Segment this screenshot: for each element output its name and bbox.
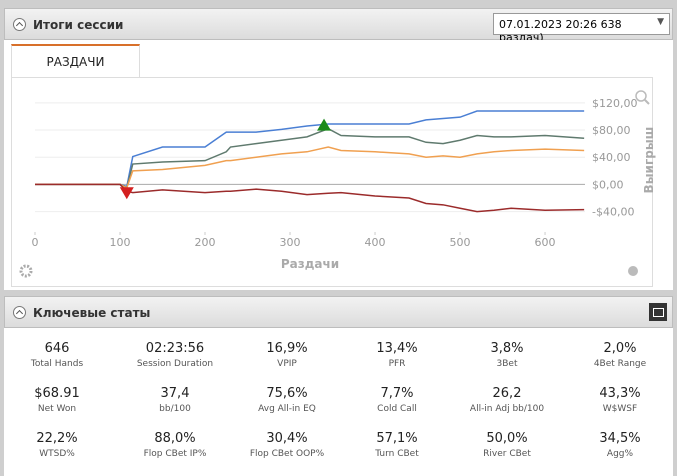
stats-header: Ключевые статы [4, 296, 673, 328]
stat-value: 7,7% [380, 386, 414, 401]
stat-label: PFR [388, 359, 406, 369]
x-tick-label: 200 [195, 236, 216, 249]
zoom-icon-handle [644, 99, 650, 105]
collapse-icon[interactable] [13, 18, 26, 31]
x-tick-label: 600 [535, 236, 556, 249]
stat-label: Turn CBet [375, 449, 419, 459]
y-tick-label: $40,00 [592, 151, 631, 164]
stat-value: 37,4 [160, 386, 190, 401]
y-tick-label: -$40,00 [592, 206, 634, 219]
series-line [35, 110, 585, 188]
stat-value: 50,0% [486, 431, 528, 446]
stat-value: 3,8% [490, 341, 524, 356]
stat-label: bb/100 [159, 404, 191, 414]
session-dropdown[interactable]: 07.01.2023 20:26 638 раздач) ▼ [493, 13, 670, 44]
chart-panel [4, 40, 673, 290]
stat-value: 34,5% [599, 431, 641, 446]
zoom-icon [635, 90, 647, 102]
stat-label: WTSD% [39, 449, 75, 459]
stat-value: 22,2% [36, 431, 78, 446]
series-line [35, 183, 585, 213]
info-icon [628, 266, 638, 276]
stat-value: 30,4% [266, 431, 308, 446]
marker [317, 118, 332, 131]
stat-label: Net Won [37, 404, 77, 414]
stat-value: 75,6% [266, 386, 308, 401]
session-header: Итоги сессии 07.01.2023 20:26 638 раздач… [4, 8, 673, 44]
x-tick-label: 400 [365, 236, 386, 249]
stat-value: $68.91 [34, 386, 80, 401]
stats-title: Ключевые статы [33, 306, 151, 320]
x-tick-label: 100 [110, 236, 131, 249]
stat-label: Cold Call [377, 404, 417, 414]
stat-value: 02:23:56 [145, 341, 205, 356]
stat-value: 13,4% [376, 341, 418, 356]
layout-icon [653, 308, 664, 317]
stat-label: All-in Adj bb/100 [469, 404, 545, 414]
y-tick-label: $80,00 [592, 124, 631, 137]
stat-value: 26,2 [492, 386, 522, 401]
stat-value: 16,9% [266, 341, 308, 356]
session-title: Итоги сессии [33, 18, 124, 32]
marker [119, 187, 134, 200]
tab-hands[interactable]: РАЗДАЧИ [11, 44, 140, 77]
chart: $120,00 $80,00 $40,00 $0,00 -$40,00 0 100 200 30… [19, 90, 656, 278]
stat-label: Total Hands [30, 359, 84, 369]
y-axis-label: Выигрыш [642, 127, 656, 194]
dropdown-arrow: ▼ [657, 17, 664, 27]
stat-label: 3Bet [496, 359, 518, 369]
stat-value: 43,3% [599, 386, 641, 401]
stat-label: 4Bet Range [593, 359, 647, 369]
stat-label: VPIP [277, 359, 297, 369]
x-tick-label: 300 [280, 236, 301, 249]
stat-label: River CBet [483, 449, 531, 459]
collapse-icon[interactable] [13, 306, 26, 319]
stat-value: 88,0% [154, 431, 196, 446]
stat-label: Agg% [606, 449, 634, 459]
chart-frame [11, 77, 653, 287]
stat-label: Avg All-in EQ [258, 404, 316, 414]
x-tick-label: 500 [450, 236, 471, 249]
stat-label: Session Duration [136, 359, 214, 369]
x-axis-label: Раздачи [281, 257, 339, 271]
series-line [35, 127, 585, 189]
stat-value: 57,1% [376, 431, 418, 446]
series-line [35, 146, 585, 189]
stat-label: W$WSF [602, 404, 638, 414]
stat-label: Flop CBet OOP% [249, 449, 325, 459]
x-tick-label: 0 [32, 236, 39, 249]
stat-label: Flop CBet IP% [143, 449, 207, 459]
y-tick-label: $0,00 [592, 178, 624, 191]
settings-icon [19, 264, 33, 278]
stats-grid: 646 Total Hands 02:23:56 Session Duration 16… [4, 328, 673, 476]
stat-value: 646 [44, 341, 70, 356]
y-tick-label: $120,00 [592, 97, 638, 110]
stat-value: 2,0% [603, 341, 637, 356]
layout-button[interactable] [649, 303, 667, 321]
